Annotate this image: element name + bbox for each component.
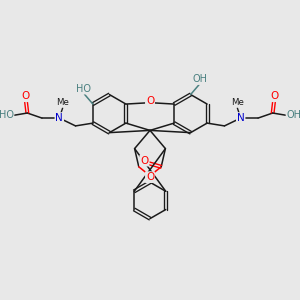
Text: Me: Me bbox=[56, 98, 69, 107]
Text: O: O bbox=[22, 91, 30, 101]
Text: O: O bbox=[270, 91, 278, 101]
Text: N: N bbox=[56, 113, 63, 123]
Text: O: O bbox=[146, 172, 154, 182]
Text: HO: HO bbox=[76, 84, 91, 94]
Text: O: O bbox=[140, 156, 148, 166]
Text: Me: Me bbox=[231, 98, 244, 107]
Text: OH: OH bbox=[193, 74, 208, 84]
Text: HO: HO bbox=[0, 110, 14, 120]
Text: N: N bbox=[237, 113, 244, 123]
Text: O: O bbox=[146, 96, 154, 106]
Text: OH: OH bbox=[286, 110, 300, 120]
